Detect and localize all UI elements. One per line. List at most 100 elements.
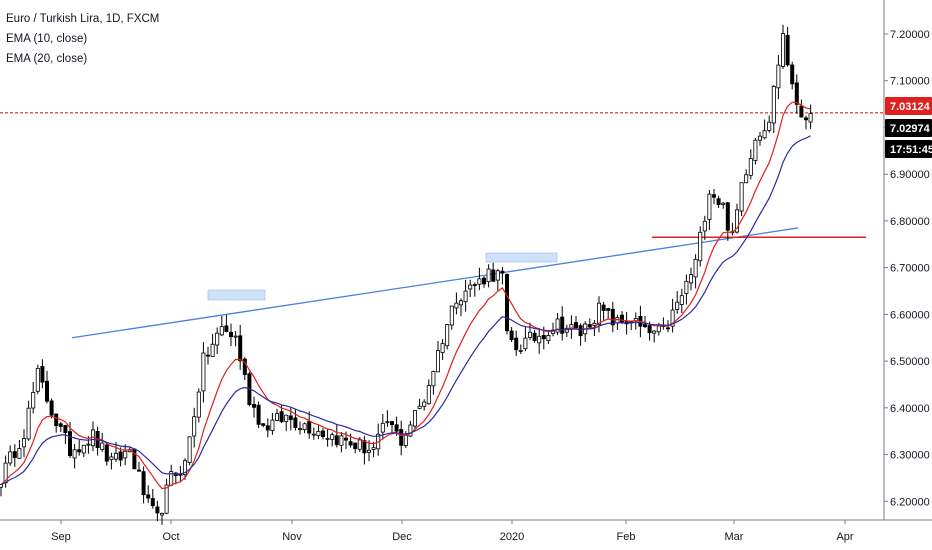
- candle-body: [739, 182, 744, 212]
- candle-body: [265, 425, 270, 431]
- candle-body: [426, 385, 431, 405]
- candle-body: [297, 428, 302, 431]
- candle-body: [597, 302, 602, 325]
- time-tick-label: Feb: [617, 531, 636, 543]
- candle-body: [210, 343, 215, 357]
- candle-body: [68, 431, 73, 457]
- candle-body: [353, 442, 358, 450]
- candle-body: [72, 449, 77, 459]
- candle-body: [528, 331, 533, 338]
- candle-body: [371, 447, 376, 450]
- hline-price-badge: 7.03124: [885, 97, 932, 115]
- candle-body: [537, 335, 542, 344]
- candle-body: [334, 435, 339, 446]
- last-price-badge: 7.02974: [885, 119, 932, 137]
- candle-body: [435, 350, 440, 373]
- candle-body: [767, 121, 772, 131]
- candle-body: [385, 421, 390, 424]
- candle-body: [523, 337, 528, 350]
- candle-body: [716, 198, 721, 205]
- candle-body: [311, 433, 316, 436]
- candle-body: [445, 324, 450, 347]
- candle-body: [412, 410, 417, 427]
- candle-body: [753, 139, 758, 161]
- time-tick-label: Apr: [836, 531, 853, 543]
- candle-body: [40, 365, 45, 383]
- candle-body: [707, 193, 712, 220]
- candle-body: [486, 268, 491, 283]
- candle-body: [274, 413, 279, 421]
- candle-body: [578, 325, 583, 337]
- candle-body: [284, 414, 289, 422]
- candle-body: [675, 301, 680, 310]
- candle-body: [325, 437, 330, 440]
- candle-body: [109, 456, 114, 460]
- candle-body: [481, 277, 486, 285]
- candle-body: [500, 270, 505, 274]
- candle-body: [141, 471, 146, 496]
- candle-body: [45, 380, 50, 402]
- candle-body: [362, 440, 367, 454]
- candle-body: [408, 424, 413, 437]
- candle-body: [81, 444, 86, 454]
- candle-body: [417, 405, 422, 409]
- candle-body: [86, 443, 91, 446]
- candle-body: [339, 435, 344, 446]
- candle-body: [477, 278, 482, 285]
- candle-body: [684, 280, 689, 294]
- candle-body: [712, 194, 717, 198]
- price-tick-label: 6.70000: [890, 263, 930, 275]
- candle-body: [54, 413, 59, 427]
- price-tick-label: 7.20000: [890, 29, 930, 41]
- price-tick-label: 7.10000: [890, 76, 930, 88]
- candle-body: [670, 309, 675, 327]
- candle-body: [192, 416, 197, 437]
- symbol-title: Euro / Turkish Lira, 1D, FXCM: [6, 13, 160, 25]
- time-tick-label: Nov: [282, 531, 302, 543]
- candle-body: [610, 308, 615, 326]
- candle-body: [205, 354, 210, 357]
- trendline: [71, 227, 799, 339]
- price-tick-label: 6.20000: [890, 496, 930, 508]
- ema10-legend-label: EMA (10, close): [6, 33, 88, 45]
- candle-body: [698, 231, 703, 262]
- candle-body: [389, 421, 394, 425]
- candle-body: [104, 444, 109, 462]
- candle-body: [702, 220, 707, 232]
- candle-body: [458, 300, 463, 306]
- candle-body: [114, 452, 119, 460]
- last-price-badge-text: 7.02974: [890, 123, 931, 135]
- candle-body: [155, 506, 160, 514]
- price-tick-label: 6.90000: [890, 169, 930, 181]
- candle-body: [394, 424, 399, 432]
- candle-body: [17, 448, 22, 459]
- candle-body: [150, 498, 155, 507]
- candle-body: [569, 324, 574, 329]
- candle-body: [123, 450, 128, 459]
- time-tick-label: 2020: [500, 531, 524, 543]
- countdown-badge-bg: [885, 140, 932, 158]
- price-tick-label: 6.40000: [890, 403, 930, 415]
- candle-body: [666, 327, 671, 330]
- highlight-box-dec: [485, 252, 558, 263]
- candle-body: [781, 33, 786, 67]
- candle-body: [514, 337, 519, 351]
- candle-body: [518, 350, 523, 352]
- candle-body: [776, 64, 781, 89]
- highlight-box-oct: [207, 289, 266, 301]
- candle-body: [182, 460, 187, 476]
- candle-body: [219, 326, 224, 336]
- candle-body: [762, 130, 767, 139]
- chart-legend: Euro / Turkish Lira, 1D, FXCM EMA (10, c…: [6, 9, 159, 69]
- candle-body: [790, 64, 795, 85]
- candle-body: [721, 202, 726, 205]
- candle-body: [804, 117, 809, 121]
- candle-body: [228, 331, 233, 338]
- candle-body: [31, 392, 36, 409]
- price-tick-label: 6.50000: [890, 356, 930, 368]
- candle-body: [592, 322, 597, 326]
- candle-body: [679, 295, 684, 305]
- candle-body: [555, 318, 560, 333]
